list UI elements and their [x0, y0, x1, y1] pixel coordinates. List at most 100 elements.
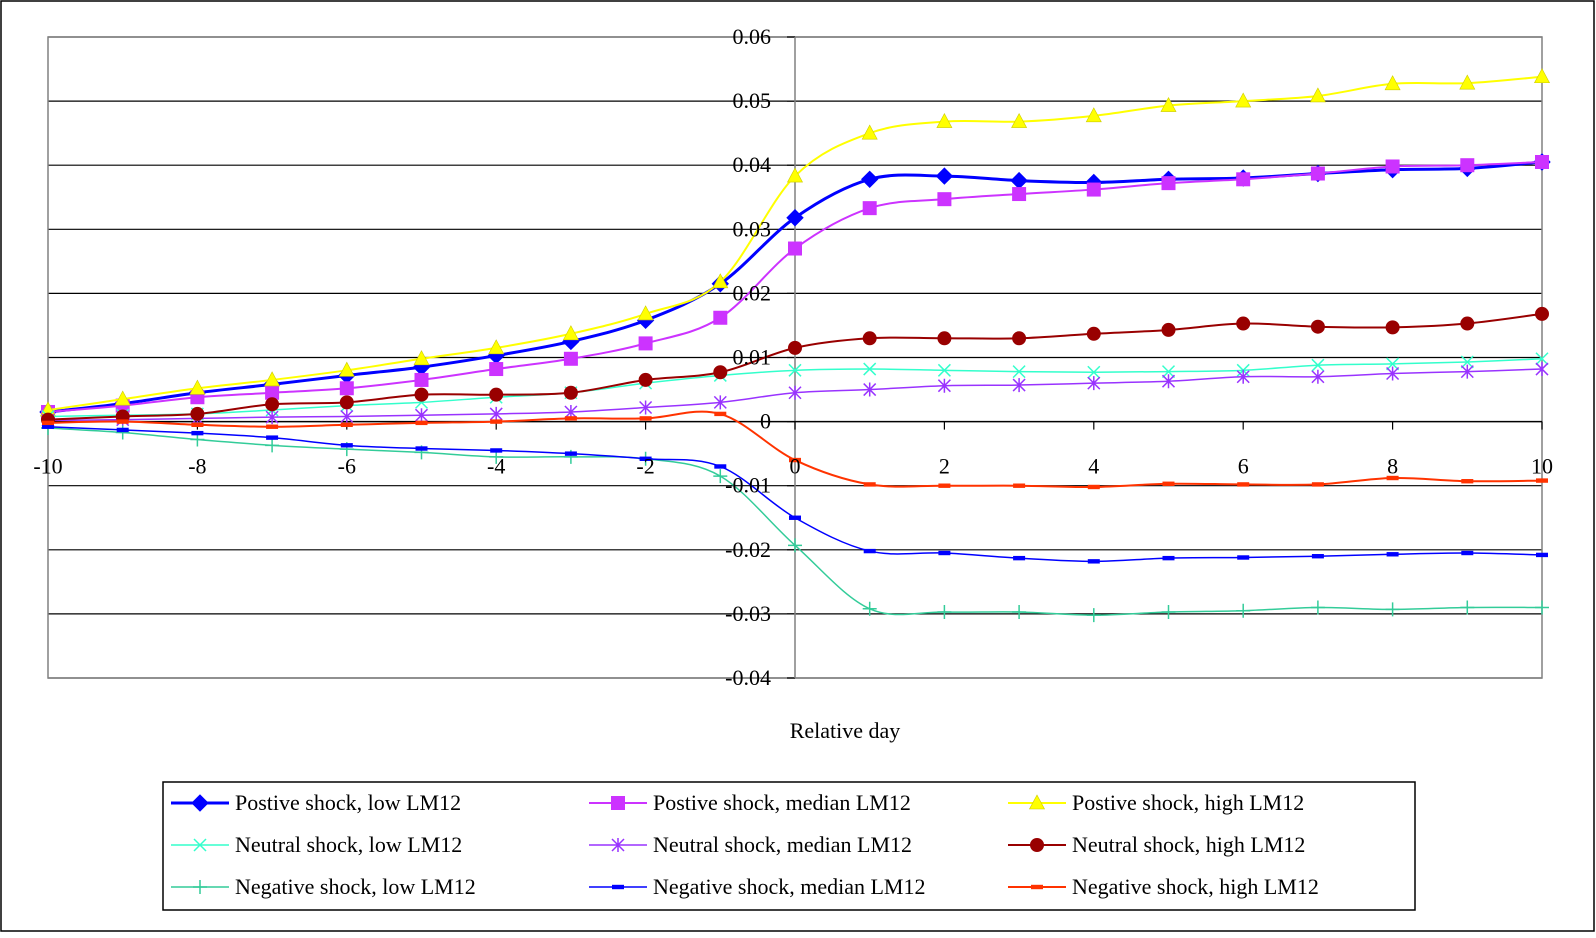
data-point: [1161, 604, 1176, 619]
data-point: [563, 351, 578, 366]
data-point: [340, 409, 354, 424]
data-point: [937, 378, 951, 393]
data-point: [1012, 187, 1027, 202]
data-point: [937, 192, 952, 207]
data-point: [114, 390, 131, 406]
legend-item: Postive shock, high LM12: [1008, 790, 1304, 815]
data-point: [1086, 182, 1101, 197]
data-point: [1087, 484, 1100, 490]
data-point: [1086, 326, 1101, 341]
data-point: [1237, 482, 1250, 487]
y-tick-label: 0.06: [733, 24, 772, 49]
data-point: [862, 601, 877, 616]
data-point: [564, 451, 577, 456]
data-point: [42, 420, 54, 426]
data-point: [266, 435, 279, 440]
data-point: [788, 241, 802, 256]
data-point: [713, 365, 728, 380]
data-point: [1535, 154, 1549, 169]
data-point: [1086, 608, 1101, 623]
data-point: [935, 167, 954, 185]
legend-swatch-marker: [611, 796, 625, 810]
x-tick-label: 10: [1531, 454, 1553, 479]
x-tick-label: 2: [939, 454, 950, 479]
legend-label: Negative shock, low LM12: [235, 874, 476, 899]
legend-swatch-marker: [193, 838, 207, 852]
data-point: [1237, 555, 1250, 560]
y-tick-label: 0.05: [733, 88, 772, 113]
data-point: [1012, 365, 1026, 379]
data-point: [414, 372, 429, 387]
data-point: [265, 410, 279, 425]
data-point: [488, 339, 505, 355]
series-2: [41, 154, 1549, 419]
data-point: [1536, 478, 1548, 483]
data-point: [339, 381, 354, 396]
data-point: [1085, 107, 1102, 123]
y-tick-label: -0.01: [725, 473, 771, 498]
data-point: [1461, 550, 1474, 556]
data-point: [1460, 600, 1475, 615]
data-point: [1236, 369, 1250, 384]
x-tick-label: -6: [338, 454, 356, 479]
data-point: [1236, 172, 1251, 187]
data-point: [862, 201, 877, 216]
data-point: [1012, 604, 1027, 619]
data-point: [1161, 374, 1176, 389]
data-point: [788, 385, 802, 400]
data-point: [1459, 74, 1476, 90]
axes: [47, 36, 1543, 679]
legend-box: [162, 781, 1416, 911]
data-point: [1012, 378, 1026, 393]
data-point: [1535, 600, 1549, 615]
data-point: [1311, 554, 1324, 559]
data-point: [639, 456, 652, 461]
legend-label: Negative shock, high LM12: [1072, 874, 1319, 899]
data-point: [713, 310, 728, 325]
data-point: [861, 124, 878, 140]
data-point: [1236, 316, 1251, 331]
legend-label: Postive shock, median LM12: [653, 790, 911, 815]
data-point: [340, 443, 353, 448]
x-tick-label: -2: [636, 454, 654, 479]
data-point: [863, 382, 877, 397]
data-point: [338, 361, 355, 377]
y-tick-label: 0.03: [733, 216, 772, 241]
data-point: [1460, 355, 1474, 369]
data-point: [1087, 376, 1101, 391]
data-point: [1235, 92, 1252, 108]
data-point: [266, 424, 279, 429]
y-tick-label: 0.01: [733, 345, 772, 370]
data-point: [639, 400, 653, 415]
data-point: [1536, 552, 1548, 558]
data-point: [1385, 602, 1400, 617]
data-point: [1161, 365, 1176, 379]
legend-item: Negative shock, median LM12: [589, 874, 926, 899]
legend-label: Neutral shock, low LM12: [235, 832, 462, 857]
legend-item: Negative shock, high LM12: [1008, 874, 1319, 899]
legend-item: Neutral shock, median LM12: [589, 832, 912, 857]
data-point: [1310, 319, 1325, 334]
y-tick-label: 0.02: [733, 280, 772, 305]
data-point: [190, 406, 205, 421]
data-point: [1461, 479, 1474, 484]
data-point: [414, 387, 429, 402]
data-point: [490, 419, 503, 424]
legend-swatch-marker: [612, 884, 624, 890]
x-tick-label: 0: [790, 454, 801, 479]
data-point: [490, 448, 503, 453]
data-point: [786, 167, 804, 183]
data-point: [415, 420, 428, 426]
data-point: [264, 371, 281, 387]
data-point: [938, 550, 951, 556]
legend-label: Postive shock, low LM12: [235, 790, 461, 815]
legend-swatch-marker: [1028, 794, 1046, 810]
data-point: [1311, 482, 1324, 487]
legend-item: Postive shock, median LM12: [589, 790, 911, 815]
data-point: [414, 408, 429, 423]
legend-label: Negative shock, median LM12: [653, 874, 926, 899]
data-point: [1309, 87, 1326, 103]
data-point: [489, 362, 504, 377]
data-point: [862, 331, 877, 346]
